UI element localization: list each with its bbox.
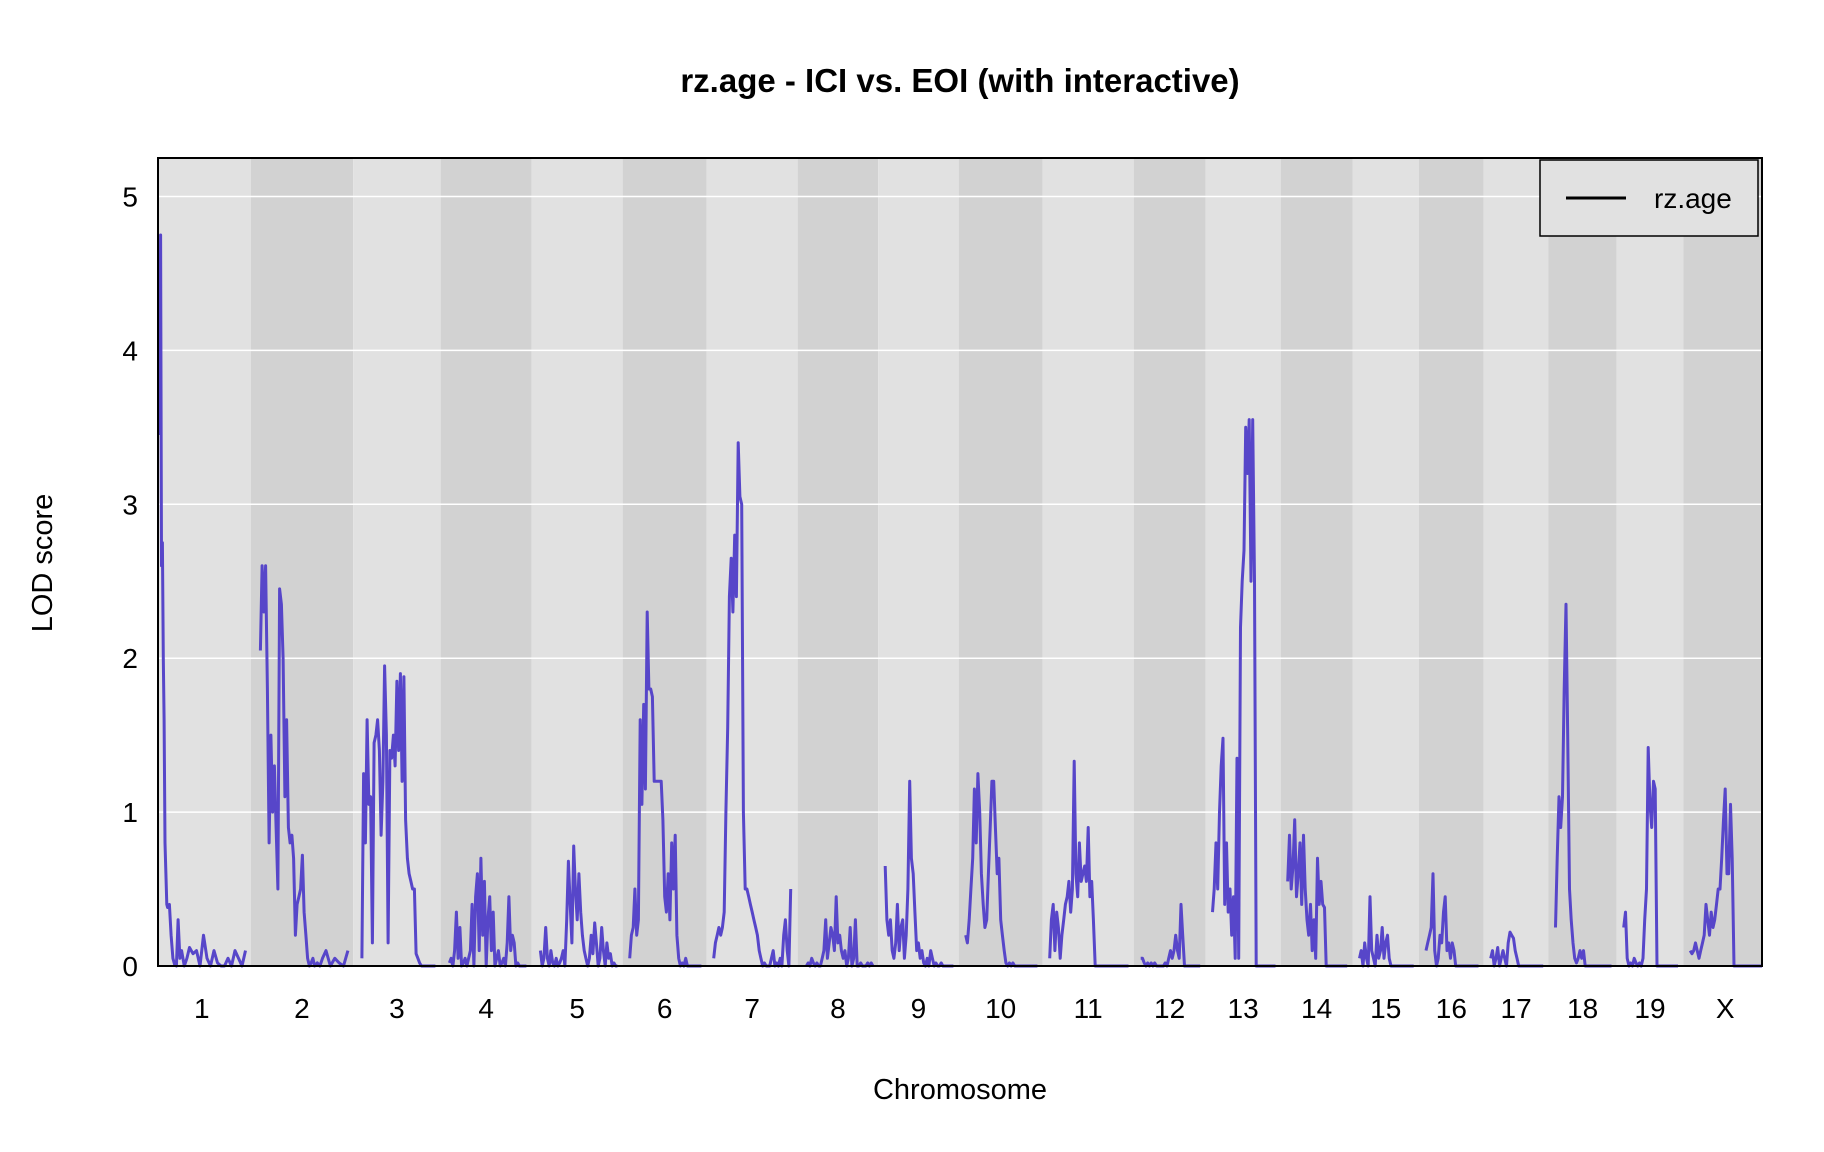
lod-line-chr-9 xyxy=(883,779,954,968)
grid-lines xyxy=(158,195,1762,813)
x-tick-label: 2 xyxy=(294,993,310,1024)
lod-line-chr-2 xyxy=(258,564,350,968)
x-axis-ticks: 1 2 3 4 5 6 7 8 9 10 11 12 13 14 15 16 17 18 19 X xyxy=(194,993,1735,1024)
chromosome-band xyxy=(158,158,251,966)
chromosome-band xyxy=(1280,158,1353,966)
x-tick-label: 1 xyxy=(194,993,210,1024)
x-tick-label: 7 xyxy=(744,993,760,1024)
y-tick-label: 2 xyxy=(122,643,138,674)
x-tick-label: 5 xyxy=(569,993,585,1024)
chromosome-band xyxy=(878,158,959,966)
x-tick-label: 19 xyxy=(1634,993,1665,1024)
x-tick-label: 3 xyxy=(389,993,405,1024)
x-tick-label: 17 xyxy=(1501,993,1532,1024)
chromosome-band xyxy=(706,158,798,966)
x-tick-label: 11 xyxy=(1074,993,1103,1024)
chromosome-band xyxy=(797,158,879,966)
chromosome-band xyxy=(1133,158,1206,966)
y-tick-label: 5 xyxy=(122,181,138,212)
chromosome-band xyxy=(1548,158,1617,966)
y-tick-label: 0 xyxy=(122,951,138,982)
chromosome-band xyxy=(531,158,623,966)
x-tick-label: 16 xyxy=(1436,993,1467,1024)
x-tick-label: 4 xyxy=(478,993,494,1024)
lod-line-chr-4 xyxy=(447,856,527,968)
chromosome-band xyxy=(353,158,441,966)
chromosome-band xyxy=(1418,158,1484,966)
chart-title: rz.age - ICI vs. EOI (with interactive) xyxy=(680,62,1239,99)
legend: rz.age xyxy=(1539,159,1759,237)
y-tick-label: 1 xyxy=(122,797,138,828)
chromosome-bands xyxy=(158,158,1762,966)
chromosome-band xyxy=(250,158,354,966)
x-tick-label: 15 xyxy=(1370,993,1401,1024)
x-tick-label: X xyxy=(1716,993,1735,1024)
y-tick-label: 3 xyxy=(122,489,138,520)
lod-line-chr-7 xyxy=(712,441,793,968)
x-tick-label: 10 xyxy=(985,993,1016,1024)
legend-label: rz.age xyxy=(1654,183,1732,214)
x-tick-label: 12 xyxy=(1154,993,1185,1024)
chromosome-band xyxy=(958,158,1043,966)
y-axis-title: LOD score xyxy=(27,494,59,633)
x-tick-label: 6 xyxy=(657,993,673,1024)
lod-line-chr-8 xyxy=(805,895,875,968)
chromosome-band xyxy=(440,158,532,966)
x-tick-label: 9 xyxy=(911,993,927,1024)
x-tick-label: 14 xyxy=(1301,993,1332,1024)
chromosome-band xyxy=(1352,158,1419,966)
x-axis-title: Chromosome xyxy=(873,1074,1047,1106)
lod-line-chr-5 xyxy=(538,844,618,968)
y-tick-label: 4 xyxy=(122,335,138,366)
y-axis-ticks: 0 1 2 3 4 5 xyxy=(122,181,138,982)
x-tick-label: 8 xyxy=(830,993,846,1024)
chromosome-band xyxy=(1483,158,1549,966)
plot-frame xyxy=(157,157,1763,967)
chromosome-band xyxy=(1616,158,1684,966)
x-tick-label: 13 xyxy=(1228,993,1259,1024)
x-tick-label: 18 xyxy=(1567,993,1598,1024)
